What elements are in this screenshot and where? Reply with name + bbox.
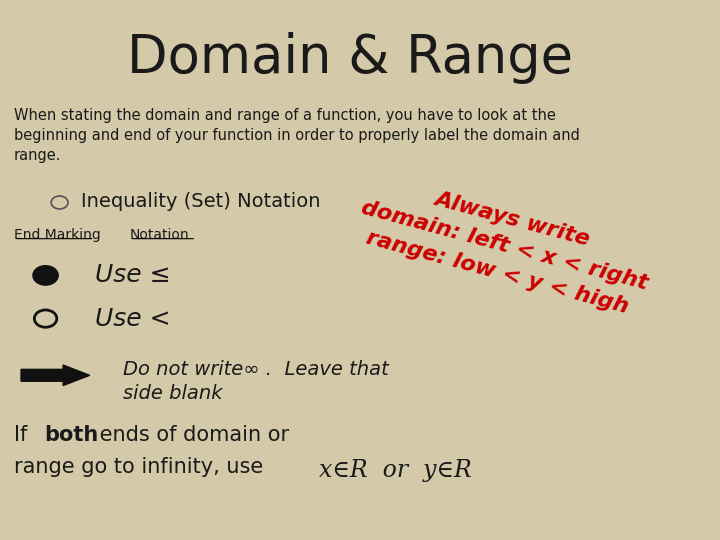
Text: x∈R  or  y∈R: x∈R or y∈R	[319, 460, 472, 482]
Text: Inequality (Set) Notation: Inequality (Set) Notation	[81, 192, 320, 212]
Text: When stating the domain and range of a function, you have to look at the
beginni: When stating the domain and range of a f…	[14, 108, 580, 163]
Text: Use ≤: Use ≤	[95, 264, 171, 287]
Text: Do not write∞ .  Leave that: Do not write∞ . Leave that	[122, 360, 388, 380]
FancyArrow shape	[21, 365, 90, 386]
Text: End Marking: End Marking	[14, 228, 101, 242]
Text: ends of domain or: ends of domain or	[93, 424, 289, 445]
Text: range go to infinity, use: range go to infinity, use	[14, 457, 276, 477]
Text: both: both	[44, 424, 99, 445]
Circle shape	[33, 266, 58, 285]
Text: If: If	[14, 424, 34, 445]
Text: Always write
domain: left < x < right
range: low < y < high: Always write domain: left < x < right ra…	[352, 171, 657, 321]
Text: side blank: side blank	[122, 383, 222, 403]
Text: Domain & Range: Domain & Range	[127, 32, 574, 84]
Text: Notation: Notation	[130, 228, 189, 242]
Text: Use <: Use <	[95, 307, 171, 330]
